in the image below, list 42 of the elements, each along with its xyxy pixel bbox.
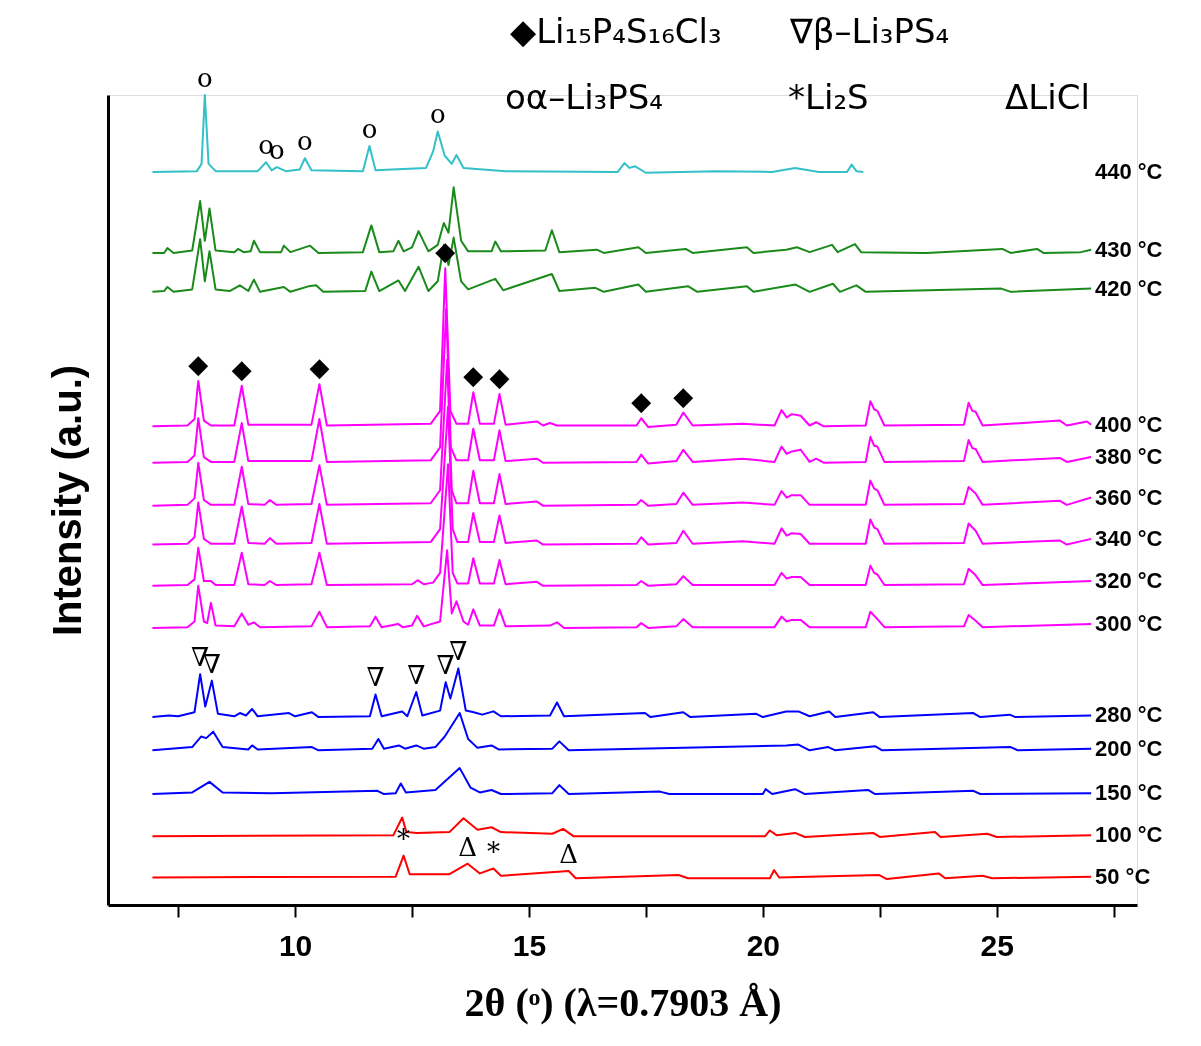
- annotation: o: [361, 114, 378, 145]
- annotation: *: [486, 836, 500, 867]
- series-label: 400 °C: [1095, 411, 1163, 437]
- annotation: ◆: [309, 352, 330, 383]
- series-label: 360 °C: [1095, 484, 1163, 510]
- x-tick-label: 25: [980, 928, 1014, 962]
- series-label: 50 °C: [1095, 863, 1151, 889]
- annotation: o: [297, 126, 313, 157]
- annotation: o: [196, 63, 213, 93]
- annotation: Δ: [559, 838, 579, 869]
- annotation: ◆: [631, 386, 652, 417]
- y-axis-title: Intensity (a.u.): [44, 364, 89, 637]
- annotation: *Li₂S: [788, 77, 869, 117]
- series-label: 430 °C: [1095, 236, 1163, 262]
- annotation: oα–Li₃PS₄: [505, 77, 663, 117]
- series-label: 420 °C: [1095, 275, 1163, 301]
- text: ◆Li₁₅P₄S₁₆Cl₃: [510, 11, 722, 51]
- annotation: ΔLiCl: [1005, 77, 1090, 117]
- x-tick-label: 15: [512, 928, 547, 962]
- series-label: 380 °C: [1095, 444, 1163, 470]
- annotation: ◆: [463, 360, 484, 391]
- annotation: ◆: [489, 361, 510, 392]
- text: 440 °C: [1095, 158, 1163, 184]
- annotation: ◆: [188, 348, 209, 379]
- annotation: Δ: [458, 831, 478, 862]
- annotation: ∇: [366, 662, 385, 693]
- series-label: 320 °C: [1095, 568, 1163, 593]
- series-label: 340 °C: [1095, 525, 1163, 551]
- annotation: ◆: [231, 353, 252, 384]
- series-label: 100 °C: [1095, 822, 1163, 848]
- series-label: 200 °C: [1095, 735, 1163, 761]
- text: ∇β–Li₃PS₄: [789, 11, 950, 51]
- annotation: *: [397, 823, 411, 854]
- series-label: 150 °C: [1095, 780, 1163, 806]
- x-tick-label: 20: [746, 928, 781, 962]
- series-label: 280 °C: [1095, 702, 1163, 728]
- annotation: ∇: [407, 659, 426, 690]
- x-tick-label: 10: [278, 928, 313, 962]
- series-label: 300 °C: [1095, 610, 1163, 636]
- annotation: o: [429, 99, 446, 130]
- annotation: ◆: [673, 380, 694, 411]
- x-axis-title: 2θ (ᵒ) (λ=0.7903 Å): [464, 979, 782, 1025]
